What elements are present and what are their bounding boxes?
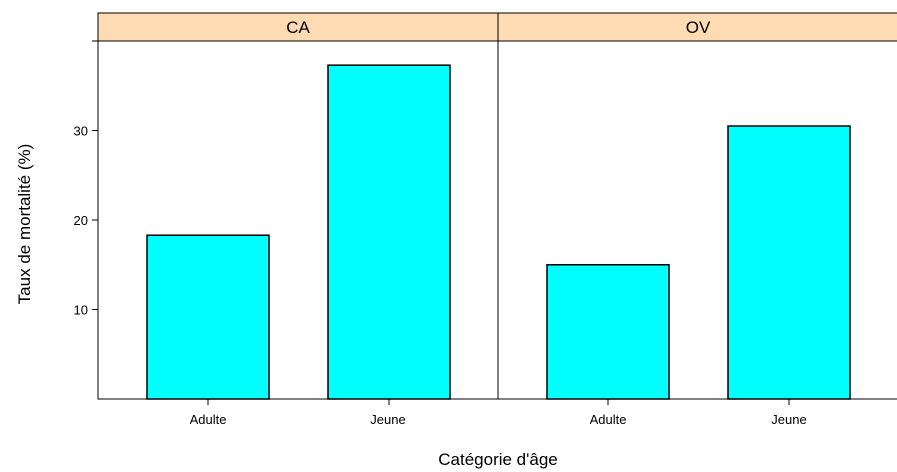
strip-label-ca: CA (286, 18, 310, 37)
strip-label-ov: OV (686, 18, 711, 37)
x-tick-label-ov-jeune: Jeune (771, 412, 806, 427)
y-tick-label: 10 (74, 303, 88, 318)
bar-ca-adulte (146, 234, 270, 400)
strip-background-ca (97, 12, 499, 42)
strip-background-ov (497, 12, 897, 42)
x-tick-label-ov-adulte: Adulte (590, 412, 627, 427)
y-tick-label: 30 (74, 124, 88, 139)
panel-frame-ov (497, 40, 897, 400)
y-axis-title: Taux de mortalité (%) (15, 144, 34, 305)
x-axis-title: Catégorie d'âge (438, 450, 558, 469)
bar-ov-jeune (727, 125, 851, 400)
bar-ov-adulte (546, 264, 670, 400)
y-tick-label: 20 (74, 213, 88, 228)
x-tick-label-ca-jeune: Jeune (370, 412, 405, 427)
x-tick-label-ca-adulte: Adulte (190, 412, 227, 427)
bar-ca-jeune (327, 64, 451, 400)
